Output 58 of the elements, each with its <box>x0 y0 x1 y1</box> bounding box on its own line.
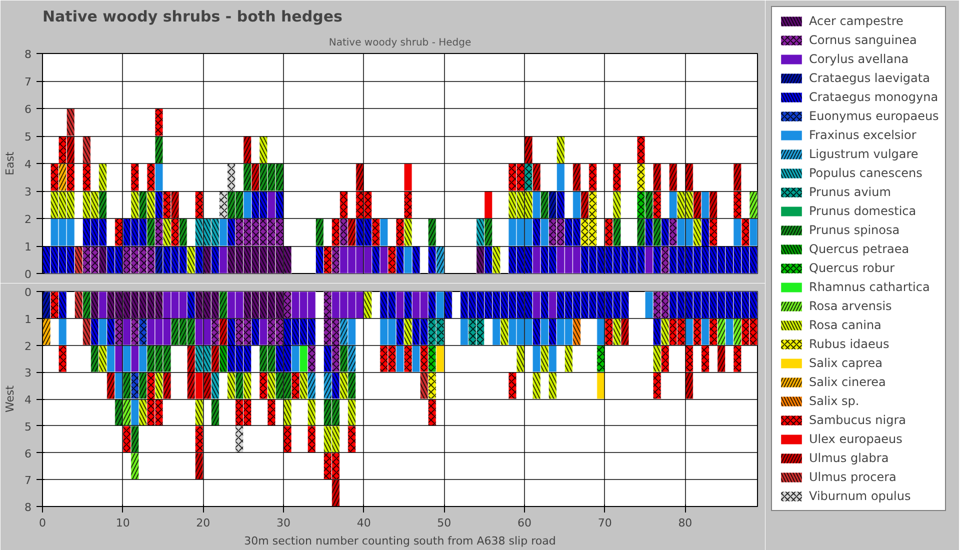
legend-label: Prunus domestica <box>809 203 916 219</box>
legend-label: Populus canescens <box>809 165 922 181</box>
x-tick-label: 70 <box>598 516 612 530</box>
legend-label: Prunus avium <box>809 184 891 200</box>
x-tick-label: 60 <box>518 516 532 530</box>
legend-label: Acer campestre <box>809 13 904 29</box>
legend-label: Cornus sanguinea <box>809 32 917 48</box>
legend-label: Ulmus glabra <box>809 450 889 466</box>
x-tick-label: 30 <box>276 516 291 530</box>
legend-label: Quercus petraea <box>809 241 910 257</box>
y-tick-label: 6 <box>24 103 32 116</box>
y-tick-label: 5 <box>24 420 32 434</box>
legend-label: Corylus avellana <box>809 51 909 67</box>
legend-label: Ligustrum vulgare <box>809 146 918 162</box>
legend-label: Rosa arvensis <box>809 298 892 314</box>
y-tick-label: 0 <box>24 268 32 281</box>
legend-label: Fraxinus excelsior <box>809 127 916 143</box>
x-tick-label: 20 <box>196 516 210 530</box>
legend-label: Ulex europaeus <box>809 431 902 447</box>
y-tick-label: 5 <box>24 130 32 144</box>
legend-label: Rhamnus cathartica <box>809 279 930 295</box>
y-tick-label: 4 <box>24 394 32 406</box>
y-tick-label: 3 <box>24 366 32 380</box>
y-tick-label: 3 <box>24 186 32 198</box>
y-axis-title: West <box>4 384 16 413</box>
legend-label: Rosa canina <box>809 317 882 333</box>
legend-label: Quercus robur <box>809 260 895 276</box>
legend-label: Ulmus procera <box>809 469 896 485</box>
y-tick-label: 7 <box>24 474 32 488</box>
y-axis-title: East <box>4 150 16 176</box>
legend-label: Crataegus monogyna <box>809 89 938 105</box>
y-tick-label: 8 <box>24 501 32 514</box>
legend-label: Rubus idaeus <box>809 336 890 352</box>
legend-label: Salix cinerea <box>809 374 886 390</box>
x-tick-label: 40 <box>356 516 371 530</box>
legend-label: Sambucus nigra <box>809 412 906 428</box>
chart-subtitle: Native woody shrub - Hedge <box>328 38 472 48</box>
legend-label: Salix caprea <box>809 355 883 371</box>
y-tick-label: 1 <box>24 312 32 326</box>
y-tick-label: 8 <box>24 48 32 61</box>
y-tick-label: 6 <box>24 447 32 460</box>
x-axis-title: 30m section number counting south from A638 slip road <box>244 534 556 548</box>
legend-label: Viburnum opulus <box>809 488 911 504</box>
x-tick-label: 50 <box>437 516 452 530</box>
x-tick-label: 0 <box>39 516 46 530</box>
y-tick-label: 2 <box>24 340 32 353</box>
legend-label: Euonymus europaeus <box>809 108 939 124</box>
chart-title: Native woody shrubs - both hedges <box>42 8 342 26</box>
x-tick-label: 80 <box>678 516 692 530</box>
y-tick-label: 0 <box>24 286 32 299</box>
y-tick-label: 4 <box>24 158 32 171</box>
y-tick-label: 7 <box>24 76 32 88</box>
legend-label: Prunus spinosa <box>809 222 900 238</box>
y-tick-label: 2 <box>24 213 32 226</box>
legend-label: Salix sp. <box>809 393 860 409</box>
legend-label: Crataegus laevigata <box>809 70 930 86</box>
x-tick-label: 10 <box>116 516 130 530</box>
y-tick-label: 1 <box>24 240 32 254</box>
